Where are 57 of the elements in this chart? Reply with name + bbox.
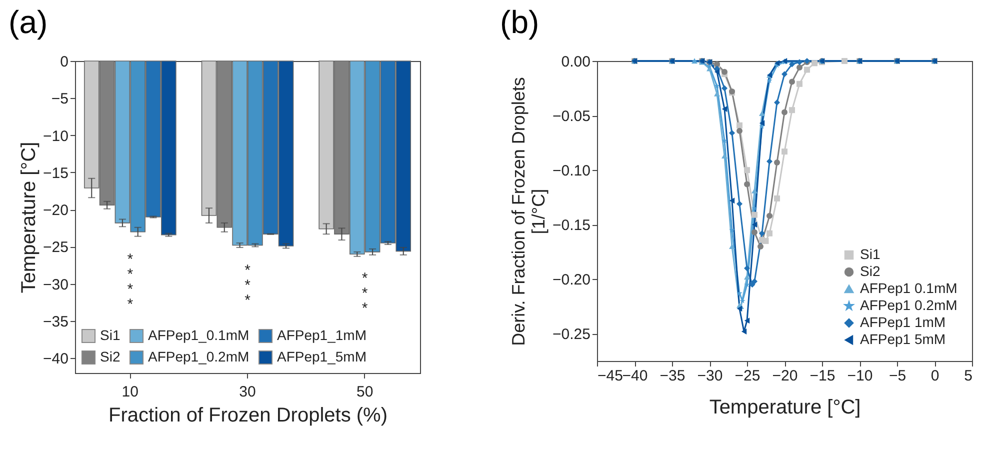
- x-tick-label: −40: [622, 368, 648, 384]
- y-tick-label: −0.25: [552, 326, 590, 344]
- x-tick-label: −20: [772, 368, 798, 384]
- annotation: *: [127, 250, 134, 268]
- chart-title: (b): [500, 4, 540, 40]
- y-tick-label: −10: [43, 128, 68, 145]
- legend-label: Si1: [860, 246, 880, 262]
- legend-label: AFPep1_5mM: [277, 348, 366, 364]
- y-tick-label: −0.15: [552, 217, 590, 234]
- y-axis-title: Temperature [°C]: [18, 142, 40, 294]
- annotation: *: [244, 276, 251, 294]
- x-tick-label: 10: [122, 384, 138, 400]
- y-tick-label: −25: [43, 239, 68, 256]
- y-tick-label: −0.20: [552, 272, 590, 289]
- x-tick-label: 30: [239, 384, 256, 400]
- annotation: *: [244, 262, 251, 279]
- legend-label: Si2: [860, 263, 880, 279]
- legend-label: AFPep1 5mM: [860, 331, 946, 347]
- y-tick-label: 0.00: [561, 54, 590, 70]
- annotation: *: [127, 296, 134, 313]
- x-tick-label: −45: [598, 368, 623, 384]
- legend-label: AFPep1_1mM: [277, 326, 366, 343]
- y-tick-label: −15: [43, 164, 68, 182]
- annotation: *: [244, 292, 251, 309]
- chart-title: (a): [8, 4, 48, 40]
- legend-label: AFPep1 1mM: [860, 314, 946, 330]
- legend-label: Si1: [100, 326, 120, 343]
- legend-label: AFPep1_0.1mM: [148, 326, 250, 343]
- x-tick-label: −35: [660, 368, 686, 384]
- y-tick-label: 0: [60, 54, 68, 70]
- legend-label: AFPep1 0.1mM: [860, 280, 958, 296]
- y-tick-label: −35: [43, 314, 68, 330]
- x-tick-label: −30: [697, 368, 723, 384]
- y-tick-label: −40: [43, 350, 68, 368]
- y-tick-label: −0.05: [552, 108, 590, 126]
- legend-label: AFPep1 0.2mM: [860, 297, 958, 313]
- annotation: *: [127, 266, 134, 283]
- legend-label: AFPep1_0.2mM: [148, 348, 250, 364]
- x-tick-label: 50: [356, 384, 374, 400]
- legend-label: Si2: [100, 348, 120, 364]
- x-tick-label: −15: [810, 368, 836, 384]
- annotation: *: [362, 270, 368, 288]
- x-tick-label: 5: [964, 368, 972, 384]
- x-tick-label: −10: [847, 368, 873, 384]
- y-tick-label: −0.10: [552, 162, 590, 180]
- x-tick-label: −5: [888, 368, 906, 384]
- y-axis-title: Deriv. Fraction of Frozen Droplets [1/°C]: [508, 77, 549, 346]
- y-tick-label: −20: [43, 202, 68, 220]
- x-axis-title: Temperature [°C]: [709, 396, 861, 418]
- annotation: *: [127, 280, 134, 298]
- x-tick-label: −25: [734, 368, 760, 384]
- x-axis-title: Fraction of Frozen Droplets (%): [108, 404, 388, 426]
- annotation: *: [362, 285, 368, 302]
- annotation: *: [362, 300, 368, 318]
- y-tick-label: −30: [43, 276, 68, 294]
- y-tick-label: −5: [51, 90, 68, 108]
- x-tick-label: 0: [930, 368, 940, 384]
